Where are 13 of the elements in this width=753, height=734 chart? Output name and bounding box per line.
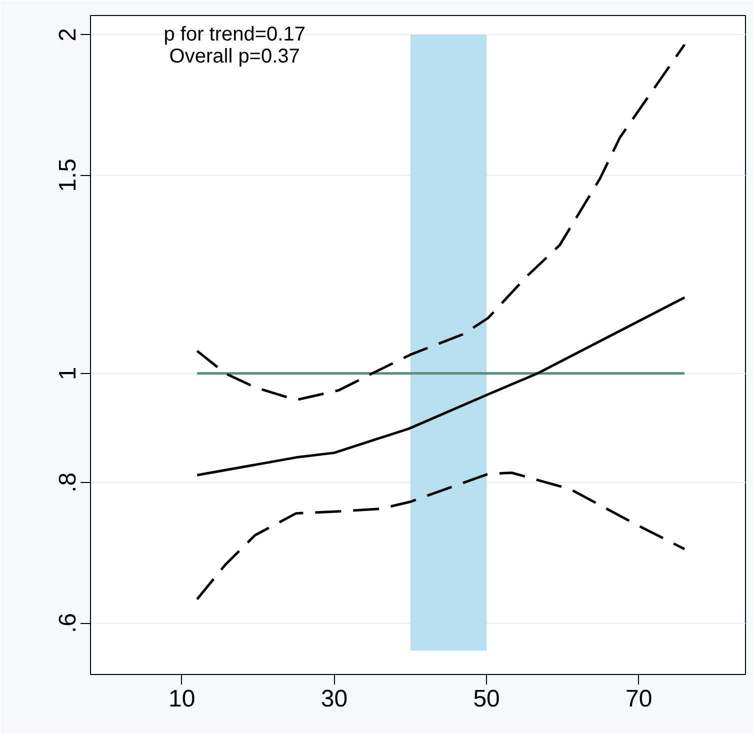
x-tick-label: 10 bbox=[168, 686, 196, 712]
y-tick-label: 1 bbox=[54, 366, 82, 380]
annotation: p for trend=0.17 bbox=[164, 24, 306, 46]
x-tick-label: 70 bbox=[626, 686, 652, 712]
y-tick-label: .6 bbox=[54, 613, 82, 634]
x-tick-label: 50 bbox=[473, 686, 500, 712]
y-tick-label: 2 bbox=[54, 28, 82, 42]
x-tick-label: 30 bbox=[320, 686, 348, 712]
line-series bbox=[196, 472, 686, 600]
annotation: Overall p=0.37 bbox=[169, 46, 300, 68]
y-tick-label: .8 bbox=[54, 472, 82, 492]
line-series bbox=[196, 296, 686, 476]
y-tick-label: 1.5 bbox=[54, 158, 82, 192]
